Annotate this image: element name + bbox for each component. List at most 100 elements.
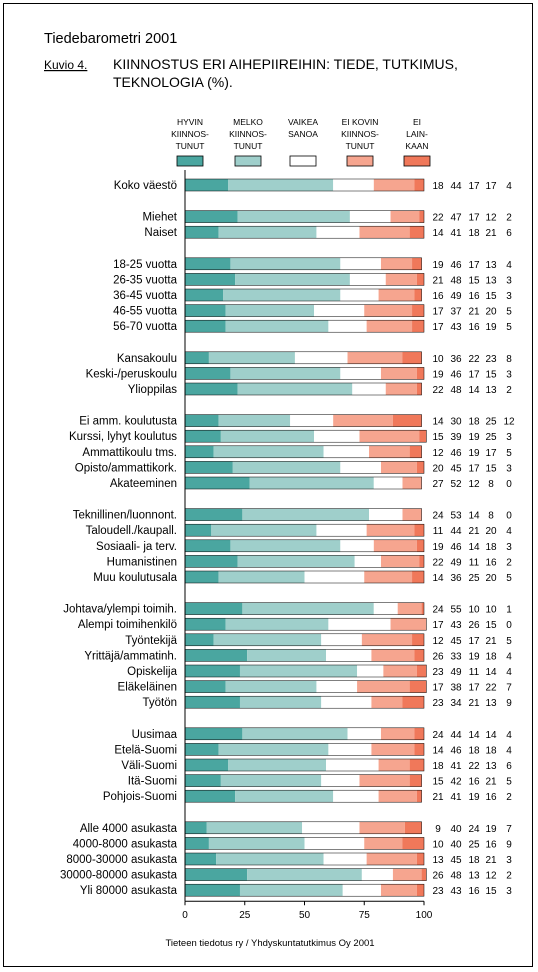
- data-label: 45: [450, 855, 462, 866]
- bar-segment: [185, 790, 236, 803]
- category-label: Akateeminen: [110, 478, 177, 490]
- bar-segment: [373, 179, 415, 191]
- bar-segment: [402, 508, 422, 521]
- bar-segment: [402, 477, 422, 489]
- data-label: 5: [506, 307, 512, 318]
- bar-segment: [385, 273, 417, 286]
- bar-segment: [239, 665, 358, 677]
- data-label: 43: [450, 886, 462, 897]
- bar-segment: [321, 633, 362, 646]
- bar-segment: [333, 414, 393, 427]
- bar-segment: [230, 367, 341, 380]
- bar-segment: [185, 555, 238, 568]
- data-label: 11: [469, 557, 480, 568]
- bar-segment: [232, 461, 341, 474]
- category-label: Uusimaa: [132, 729, 178, 741]
- bar-row: Alempi toimihenkilö 17 43 26 15 0: [78, 617, 512, 631]
- data-label: 16: [468, 291, 480, 302]
- bar-segment: [409, 774, 422, 787]
- bar-segment: [380, 367, 417, 380]
- bar-segment: [290, 414, 334, 427]
- bar-segment: [185, 320, 226, 333]
- legend-item-melko: MELKO KIINNOS- TUNUT: [229, 117, 267, 167]
- data-label: 49: [450, 291, 462, 302]
- data-label: 3: [506, 463, 512, 474]
- bar-segment: [364, 304, 413, 317]
- data-label: 14: [468, 511, 480, 522]
- bar-segment: [340, 367, 381, 380]
- bar-row: 8000-30000 asukasta 13 45 18 21 3: [66, 852, 512, 866]
- data-label: 13: [485, 275, 497, 286]
- bar-segment: [347, 351, 403, 364]
- data-label: 8: [488, 479, 494, 490]
- data-label: 17: [432, 620, 444, 631]
- data-label: 48: [450, 385, 462, 396]
- bar-row: 4000-8000 asukasta 10 40 25 16 9: [73, 837, 512, 850]
- bar-row: Väli-Suomi 18 41 22 13 6: [121, 758, 512, 772]
- bar-segment: [359, 430, 420, 443]
- bar-segment: [359, 774, 410, 787]
- bar-segment: [323, 853, 367, 865]
- category-label: Johtava/ylempi toimih.: [63, 604, 177, 616]
- data-label: 49: [450, 557, 462, 568]
- data-label: 49: [450, 667, 462, 678]
- legend-swatch: [289, 155, 317, 167]
- data-label: 48: [450, 275, 462, 286]
- bar-segment: [321, 774, 360, 787]
- category-label: 18-25 vuotta: [113, 259, 178, 271]
- bar-segment: [321, 696, 372, 709]
- data-label: 11: [469, 667, 480, 678]
- bar-segment: [185, 649, 248, 662]
- bar-segment: [185, 383, 238, 395]
- bar-segment: [304, 571, 365, 583]
- data-label: 19: [432, 369, 444, 380]
- bar-segment: [419, 210, 424, 223]
- category-label: Taloudell./kaupall.: [86, 525, 177, 537]
- bar-segment: [185, 743, 219, 756]
- data-label: 23: [432, 886, 444, 897]
- bar-segment: [357, 665, 384, 677]
- legend-label: KIINNOS-: [229, 129, 267, 139]
- bar-row: 30000-80000 asukasta 26 48 13 12 2: [60, 868, 512, 882]
- bar-segment: [237, 210, 350, 223]
- bar-segment: [185, 273, 236, 286]
- data-label: 18: [468, 745, 480, 756]
- data-label: 21: [432, 275, 444, 286]
- category-label: Alempi toimihenkilö: [78, 619, 177, 631]
- data-label: 15: [485, 463, 497, 474]
- data-label: 7: [506, 683, 512, 694]
- category-label: Miehet: [142, 212, 177, 224]
- bar-segment: [409, 445, 422, 458]
- data-label: 13: [485, 698, 497, 709]
- category-label: Sosiaali- ja terv.: [96, 541, 177, 553]
- bar-segment: [213, 633, 322, 646]
- data-label: 6: [506, 761, 512, 772]
- data-label: 15: [485, 886, 497, 897]
- data-label: 43: [450, 322, 462, 333]
- bar-segment: [361, 633, 413, 646]
- data-label: 36: [450, 573, 462, 584]
- bar-segment: [409, 759, 424, 771]
- bar-segment: [185, 774, 221, 787]
- category-label: Ammattikoulu tms.: [82, 447, 177, 459]
- data-label: 25: [468, 573, 480, 584]
- bar-segment: [185, 289, 224, 301]
- bar-segment: [237, 555, 355, 568]
- bar-segment: [208, 351, 295, 364]
- x-tick-label: 25: [239, 910, 251, 921]
- data-label: 36: [450, 354, 462, 365]
- data-label: 38: [450, 683, 462, 694]
- bar-row: 56-70 vuotta 17 43 16 19 5: [113, 319, 512, 333]
- bar-segment: [220, 774, 322, 787]
- bar-segment: [185, 367, 231, 380]
- bar-row: Uusimaa 24 44 14 14 4: [132, 727, 512, 741]
- bar-segment: [409, 680, 427, 693]
- x-tick-label: 0: [182, 910, 188, 921]
- data-label: 53: [450, 511, 462, 522]
- bar-segment: [380, 257, 413, 270]
- data-label: 40: [450, 824, 462, 835]
- bar-segment: [185, 759, 229, 771]
- data-label: 7: [506, 824, 512, 835]
